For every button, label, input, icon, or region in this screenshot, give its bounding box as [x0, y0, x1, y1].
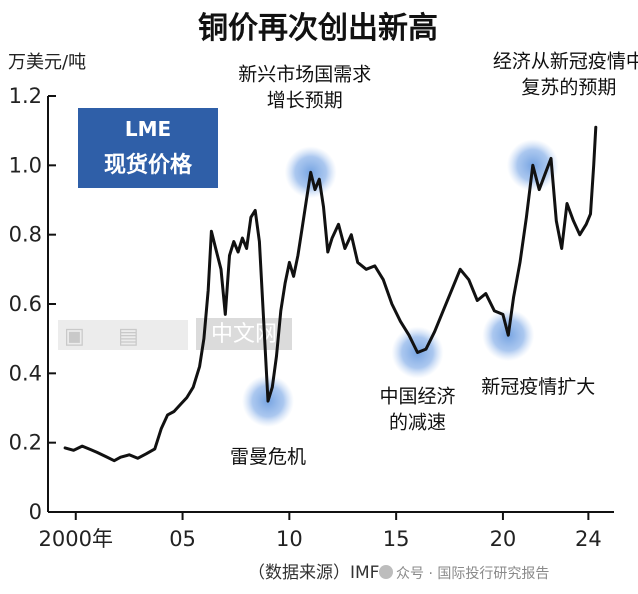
x-tick-label: 15 — [383, 527, 410, 551]
x-tick-label: 20 — [490, 527, 517, 551]
y-tick-labels: 0 0.2 0.4 0.6 0.8 1.0 1.2 — [9, 84, 56, 524]
annotation-label: 经济从新冠疫情中 — [493, 50, 638, 72]
watermark-logo-glyph-1: ▣ — [64, 324, 85, 349]
wechat-icon — [379, 565, 393, 579]
y-tick-label: 0.8 — [9, 223, 42, 247]
lme-legend-line1: LME — [125, 117, 171, 141]
annotation-label: 新兴市场国需求 — [238, 63, 371, 85]
data-source-note: （数据来源）IMF — [248, 563, 379, 583]
x-tick-label: 05 — [169, 527, 196, 551]
watermark-text: 中文网 — [211, 322, 277, 347]
annotation-label: 雷曼危机 — [230, 446, 306, 468]
annotation-label: 增长预期 — [267, 89, 343, 111]
annotation-label: 中国经济 — [379, 386, 455, 408]
annotation-label: 复苏的预期 — [521, 76, 616, 98]
y-tick-label: 0 — [29, 500, 42, 524]
y-tick-label: 1.0 — [9, 153, 42, 177]
x-tick-labels: 2000年 05 10 15 20 24 — [39, 512, 602, 551]
nikkei-watermark: ▣ ▤ 中文网 — [58, 318, 292, 350]
y-axis-unit-label: 万美元/吨 — [8, 52, 86, 73]
x-tick-label: 2000年 — [39, 527, 113, 551]
annotation-label: 的减速 — [389, 412, 446, 434]
lme-legend-bg — [78, 108, 218, 188]
x-tick-label: 10 — [276, 527, 303, 551]
y-tick-label: 0.6 — [9, 292, 42, 316]
lme-legend-line2: 现货价格 — [104, 152, 193, 178]
x-tick-label: 24 — [575, 527, 602, 551]
watermark-text-bg — [196, 318, 292, 350]
annotation-label: 新冠疫情扩大 — [481, 376, 595, 398]
y-tick-label: 0.4 — [9, 361, 42, 385]
watermark-logo-glyph-2: ▤ — [118, 324, 139, 349]
credit-watermark: 众号 · 国际投行研究报告 — [396, 566, 549, 582]
y-tick-label: 0.2 — [9, 431, 42, 455]
chart-title: 铜价再次创出新高 — [198, 11, 438, 46]
y-tick-label: 1.2 — [9, 84, 42, 108]
watermark-logo-block — [58, 320, 188, 350]
lme-legend-box: LME 现货价格 — [78, 108, 218, 188]
series-line-lme-spot — [63, 125, 598, 463]
